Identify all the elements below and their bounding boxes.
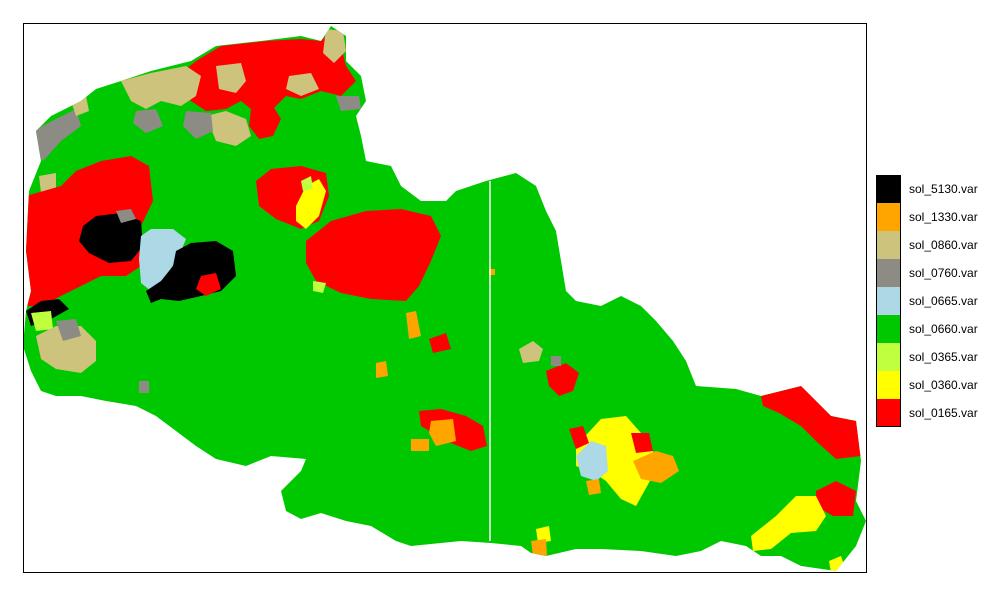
soil-zone-1330-se-b — [586, 479, 601, 495]
legend-swatch — [876, 175, 901, 203]
soil-zone-0665-se — [576, 441, 608, 481]
legend-swatch — [876, 203, 901, 231]
soil-zone-0165-far-east-b — [816, 481, 856, 516]
soil-zone-0165-far-east — [761, 386, 861, 459]
soil-zone-0860-north-c — [286, 73, 319, 96]
soil-zone-0165-se — [569, 426, 589, 449]
soil-zone-0860-north-e — [206, 111, 251, 146]
soil-zone-0365-center-b — [313, 281, 326, 293]
legend-label: sol_0860.var — [909, 238, 978, 252]
soil-zone-1330-south-b — [411, 439, 429, 451]
legend-label: sol_1330.var — [909, 210, 978, 224]
soil-zone-0165-west-c — [196, 273, 221, 296]
legend-swatch — [876, 371, 901, 399]
soil-zone-0165-center-small — [429, 333, 451, 353]
legend-label: sol_0365.var — [909, 350, 978, 364]
soil-zone-0760-west — [33, 109, 81, 161]
legend-swatch — [876, 259, 901, 287]
soil-zone-1330-center-b — [376, 361, 388, 378]
legend-swatch — [876, 231, 901, 259]
soil-zone-0165-east — [546, 363, 579, 396]
soil-zone-0760-sw-b — [139, 381, 149, 393]
soil-zone-1330-se — [633, 451, 679, 483]
legend-label: sol_0165.var — [909, 406, 978, 420]
legend-label: sol_0665.var — [909, 294, 978, 308]
soil-zone-0860-north-b — [216, 63, 246, 93]
legend-label: sol_0660.var — [909, 322, 978, 336]
soil-zone-0760-north-b — [133, 109, 163, 133]
soil-zone-1330-center — [406, 311, 421, 339]
legend-label: sol_5130.var — [909, 182, 978, 196]
soil-zone-0165-north-b — [249, 106, 281, 139]
legend-label: sol_0760.var — [909, 266, 978, 280]
soil-zone-5130-west — [79, 213, 143, 263]
soil-zone-0860-east — [519, 341, 543, 363]
soil-zone-0760-west-b — [116, 209, 136, 223]
legend-swatch — [876, 287, 901, 315]
soil-zone-0365-sw — [31, 311, 53, 331]
soil-zone-0360-far-east — [751, 496, 826, 551]
soil-zone-0760-sw — [56, 319, 81, 341]
soil-zone-1330-south — [429, 419, 456, 446]
legend-swatch — [876, 399, 901, 427]
soil-zone-0860-west-b — [39, 173, 56, 193]
map-frame — [23, 23, 867, 573]
soil-zone-0360-se-south — [536, 526, 551, 543]
soil-map — [24, 26, 866, 571]
soil-zone-0760-east — [551, 356, 561, 366]
legend-swatch — [876, 315, 901, 343]
soil-zone-0365-center — [301, 176, 313, 191]
soil-zone-0860-north — [121, 66, 201, 109]
soil-zone-0360-center — [296, 179, 326, 229]
soil-zone-0860-north-d — [323, 29, 346, 63]
soil-zone-0860-sw — [36, 326, 96, 373]
soil-zone-0665-west — [139, 229, 186, 291]
soil-zone-0165-center — [306, 209, 441, 301]
legend-label: sol_0360.var — [909, 378, 978, 392]
soil-zone-0760-north — [183, 111, 213, 139]
soil-zone-1330-se-south — [531, 539, 547, 556]
legend-swatch — [876, 343, 901, 371]
soil-zone-0760-north-c — [336, 96, 361, 111]
soil-classes — [24, 26, 866, 571]
soil-zone-0165-se-b — [631, 433, 653, 453]
